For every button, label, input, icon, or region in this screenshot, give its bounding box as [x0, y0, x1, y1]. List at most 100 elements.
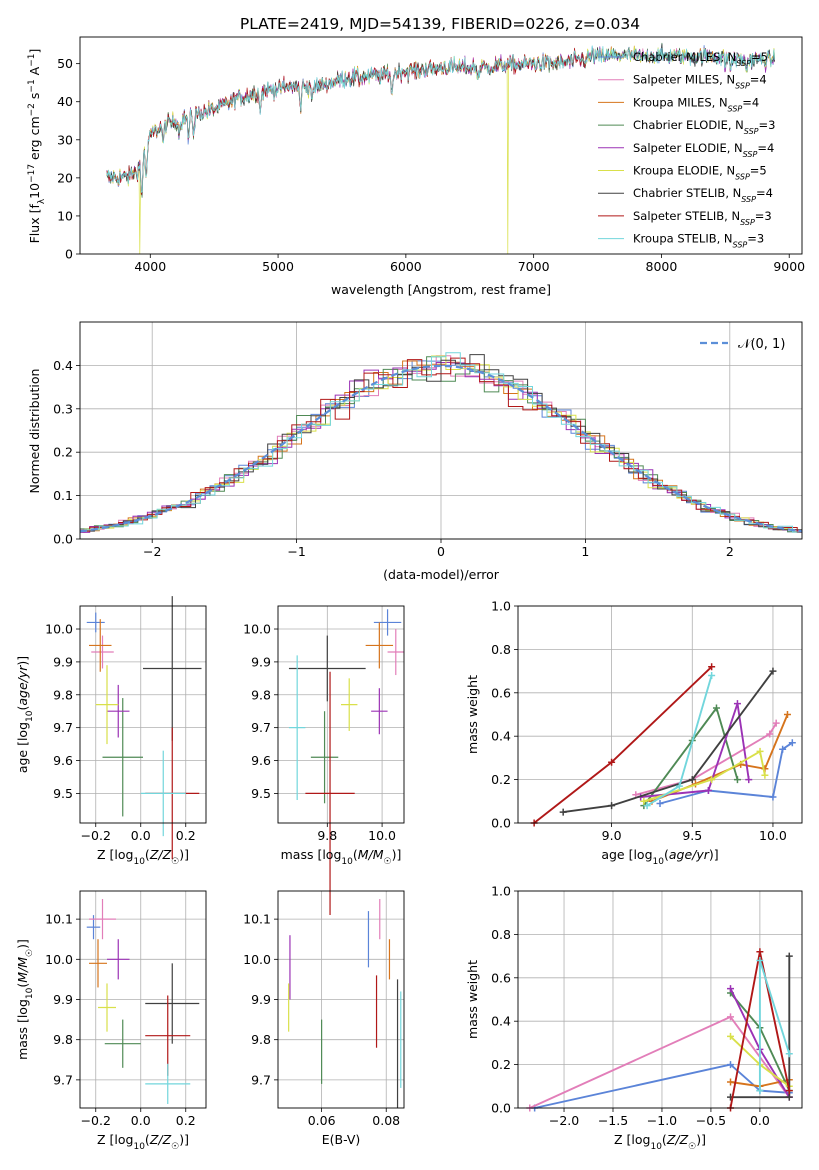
legend-entry: Chabrier STELIB, NSSP=4 [633, 186, 773, 204]
legend-entry: Kroupa STELIB, NSSP=3 [633, 232, 764, 250]
weight-marker [779, 745, 787, 753]
x-tick-label: 4000 [134, 259, 166, 274]
y-tick-label: 10.1 [243, 912, 271, 927]
ylabel: mass [log10(M/M☉)] [15, 939, 35, 1060]
weight-marker [766, 730, 774, 738]
legend-entry: 𝒩(0, 1) [738, 337, 785, 352]
weight-marker [704, 786, 712, 794]
y-tick-label: 40 [57, 94, 73, 109]
y-tick-label: 0.0 [491, 816, 511, 831]
y-tick-label: 9.6 [53, 753, 73, 768]
weight-marker [756, 956, 764, 964]
weight-marker [656, 799, 664, 807]
x-tick-label: 1 [581, 544, 589, 559]
y-tick-label: 0.0 [53, 532, 73, 547]
weight-marker [688, 776, 696, 784]
errorbar-frame [277, 890, 405, 1109]
xlabel: Z [log10(Z/Z☉)] [97, 847, 189, 867]
weight-series [643, 707, 739, 807]
weight-marker [708, 776, 716, 784]
y-tick-label: 0.6 [491, 685, 511, 700]
ylabel: mass weight [465, 675, 480, 754]
weight-series [563, 670, 774, 814]
weight-marker [745, 776, 753, 784]
x-tick-label: 9.8 [317, 828, 337, 843]
y-tick-label: 1.0 [491, 884, 511, 899]
weight-marker [640, 797, 648, 805]
y-tick-label: 9.9 [53, 654, 73, 669]
y-tick-label: 9.9 [251, 992, 271, 1007]
y-tick-label: 9.9 [53, 992, 73, 1007]
x-tick-label: 9.5 [682, 828, 702, 843]
y-tick-label: 0.0 [491, 1101, 511, 1116]
weight-series [643, 750, 766, 803]
weight-marker [643, 802, 651, 810]
y-tick-label: 0.2 [491, 772, 511, 787]
x-tick-label: 9000 [773, 259, 805, 274]
y-tick-label: 0.8 [491, 927, 511, 942]
weight-marker [756, 1087, 764, 1095]
xlabel: Z [log10(Z/Z☉)] [97, 1132, 189, 1152]
x-tick-label: −1.0 [647, 1113, 677, 1128]
weight-series [640, 702, 750, 798]
weight-marker [733, 776, 741, 784]
y-tick-label: 0.1 [53, 488, 73, 503]
y-tick-label: 0.2 [53, 445, 73, 460]
x-tick-label: 0.08 [372, 1113, 400, 1128]
y-tick-label: 9.8 [53, 1032, 73, 1047]
weight-marker [712, 704, 720, 712]
xlabel: Z [log10(Z/Z☉)] [614, 1132, 706, 1152]
weight-frame [517, 890, 803, 1109]
y-tick-label: 9.7 [53, 720, 73, 735]
x-tick-label: −2.0 [549, 1113, 579, 1128]
x-tick-label: 10.0 [368, 828, 396, 843]
weight-series [635, 722, 778, 796]
weight-marker [559, 808, 567, 816]
y-tick-label: 9.7 [251, 720, 271, 735]
legend-entry: Kroupa ELODIE, NSSP=5 [633, 164, 767, 182]
histogram-series [80, 357, 802, 533]
weight-marker [785, 1087, 793, 1095]
histogram-xlabel: (data-model)/error [383, 567, 500, 582]
ylabel: age [log10(age/yr)] [15, 656, 35, 773]
x-tick-label: −1.5 [598, 1113, 628, 1128]
x-tick-label: −1 [287, 544, 305, 559]
x-tick-label: 2 [726, 544, 734, 559]
x-tick-label: 5000 [262, 259, 294, 274]
y-tick-label: 9.8 [53, 687, 73, 702]
spectrum-title: PLATE=2419, MJD=54139, FIBERID=0226, z=0… [240, 15, 640, 33]
y-tick-label: 0.6 [491, 970, 511, 985]
spectrum-series [106, 45, 776, 194]
weight-marker [608, 802, 616, 810]
y-tick-label: 10.0 [45, 952, 73, 967]
y-tick-label: 30 [57, 132, 73, 147]
x-tick-label: −0.2 [81, 828, 111, 843]
weight-marker [785, 1050, 793, 1058]
histogram-ylabel: Normed distribution [27, 369, 42, 494]
y-tick-label: 9.9 [251, 654, 271, 669]
y-tick-label: 0.4 [491, 729, 511, 744]
ylabel: mass weight [465, 960, 480, 1039]
x-tick-label: 0.0 [131, 1113, 151, 1128]
x-tick-label: 0.2 [176, 1113, 196, 1128]
axes-layer [76, 36, 803, 1112]
weight-marker [756, 948, 764, 956]
histogram-series [80, 352, 802, 533]
weight-marker [788, 739, 796, 747]
x-tick-label: 0.2 [176, 828, 196, 843]
normal-curve [79, 364, 803, 533]
spectrum-frame [79, 36, 803, 255]
y-tick-label: 9.8 [251, 1032, 271, 1047]
weight-marker [785, 952, 793, 960]
weight-marker [708, 663, 716, 671]
legend-entry: Chabrier MILES, NSSP=5 [633, 50, 768, 68]
spectrum-ylabel: Flux [fλ10−17 erg cm−2 s−1 A−1] [27, 49, 47, 244]
weight-marker [727, 1013, 735, 1021]
weight-marker [769, 667, 777, 675]
legend-entry: Kroupa MILES, NSSP=4 [633, 95, 759, 113]
x-tick-label: −0.5 [696, 1113, 726, 1128]
weight-marker [708, 671, 716, 679]
legend-entry: Salpeter ELODIE, NSSP=4 [633, 141, 774, 159]
weight-marker [783, 711, 791, 718]
weight-series [533, 666, 713, 824]
